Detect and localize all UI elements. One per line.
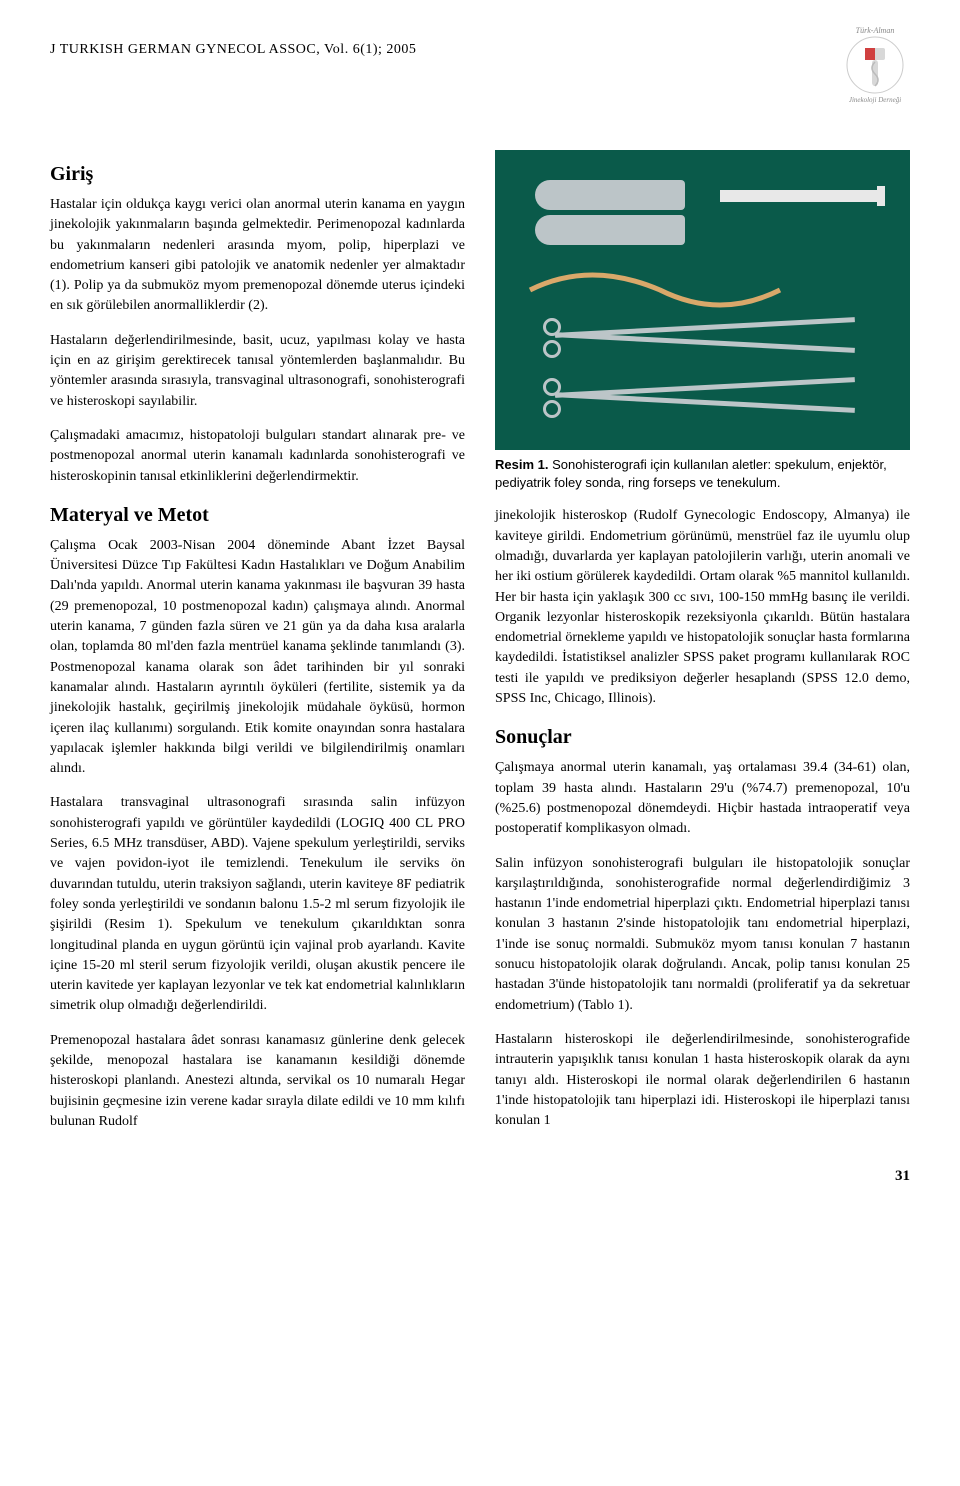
section-title-giris: Giriş (50, 160, 465, 189)
figure-1-image (495, 150, 910, 450)
logo-emblem-icon (840, 30, 910, 100)
paragraph: Çalışmadaki amacımız, histopatoloji bulg… (50, 426, 465, 487)
paragraph: Hastaların değerlendirilmesinde, basit, … (50, 331, 465, 412)
figure-1-label: Resim 1. (495, 457, 548, 472)
page-number: 31 (50, 1166, 910, 1188)
paragraph: Hastaların histeroskopi ile değerlendiri… (495, 1030, 910, 1131)
journal-citation: J TURKISH GERMAN GYNECOL ASSOC, Vol. 6(1… (50, 40, 416, 60)
section-title-materyal: Materyal ve Metot (50, 501, 465, 530)
paragraph: Salin infüzyon sonohisterografi bulgular… (495, 854, 910, 1016)
paragraph: Premenopozal hastalara âdet sonrası kana… (50, 1031, 465, 1132)
page-header: J TURKISH GERMAN GYNECOL ASSOC, Vol. 6(1… (50, 40, 910, 100)
figure-1-caption: Resim 1. Sonohisterografi için kullanıla… (495, 456, 910, 492)
journal-logo: Türk-Alman Jinekoloji Derneği (840, 30, 910, 100)
paragraph: Hastalara transvaginal ultrasonografi sı… (50, 793, 465, 1016)
section-title-sonuclar: Sonuçlar (495, 723, 910, 752)
paragraph: Hastalar için oldukça kaygı verici olan … (50, 195, 465, 317)
logo-text-bottom: Jinekoloji Derneği (849, 95, 901, 105)
paragraph: Çalışma Ocak 2003-Nisan 2004 döneminde A… (50, 536, 465, 780)
figure-1: Resim 1. Sonohisterografi için kullanıla… (495, 150, 910, 492)
paragraph: jinekolojik histeroskop (Rudolf Gynecolo… (495, 506, 910, 709)
article-body: Giriş Hastalar için oldukça kaygı verici… (50, 150, 910, 1146)
logo-text-top: Türk-Alman (856, 25, 895, 37)
paragraph: Çalışmaya anormal uterin kanamalı, yaş o… (495, 758, 910, 839)
figure-1-caption-text: Sonohisterografi için kullanılan aletler… (495, 457, 887, 490)
